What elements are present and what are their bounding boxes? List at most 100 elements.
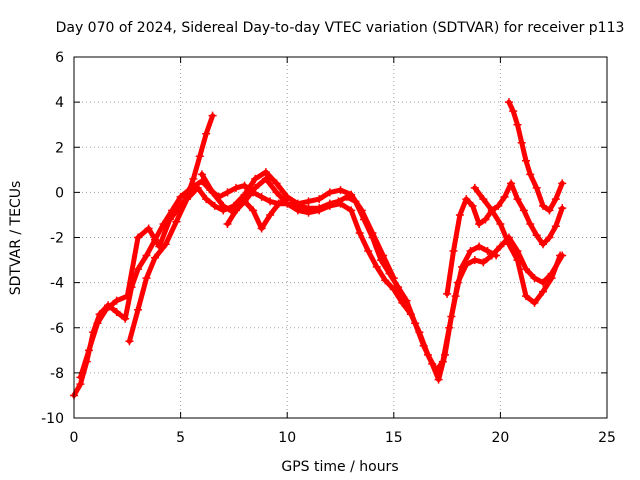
data-point: [526, 219, 535, 228]
data-point: [539, 278, 548, 287]
data-point: [325, 201, 334, 210]
data-point: [336, 199, 345, 208]
data-point: [455, 210, 464, 219]
sat-trace-c: [125, 168, 398, 346]
data-point: [451, 292, 460, 301]
data-point: [449, 247, 458, 256]
data-point: [443, 289, 452, 298]
data-point: [210, 201, 219, 210]
data-point: [315, 206, 324, 215]
data-point: [208, 188, 217, 197]
data-point: [479, 195, 488, 204]
data-point: [257, 224, 266, 233]
data-point: [304, 197, 313, 206]
data-point: [112, 296, 121, 305]
data-point: [251, 174, 260, 183]
data-point: [304, 208, 313, 217]
data-point: [481, 215, 490, 224]
data-point: [251, 183, 260, 192]
data-point: [84, 346, 93, 355]
y-tick-label: -10: [41, 411, 64, 427]
data-point: [470, 256, 479, 265]
sat-trace-f: [504, 98, 567, 215]
data-point: [470, 183, 479, 192]
data-point: [355, 228, 364, 237]
data-point: [539, 201, 548, 210]
y-axis-label: SDTVAR / TECUs: [8, 181, 24, 296]
sat-trace-g: [470, 183, 565, 307]
data-point: [551, 195, 560, 204]
data-point: [556, 251, 565, 260]
data-point: [195, 152, 204, 161]
data-point: [240, 197, 249, 206]
data-point: [125, 337, 134, 346]
x-tick-label: 10: [278, 430, 296, 446]
data-point: [379, 251, 388, 260]
y-tick-label: -6: [50, 321, 64, 337]
data-point: [466, 247, 475, 256]
ticks-layer: 0 5 10 15 20 25 -10 -8 -6 -4 -2 0 2 4 6: [41, 50, 616, 446]
data-point: [223, 188, 232, 197]
data-point: [507, 179, 516, 188]
data-point: [202, 195, 211, 204]
data-point: [526, 170, 535, 179]
data-point: [357, 206, 366, 215]
data-point: [532, 231, 541, 240]
data-point: [223, 219, 232, 228]
data-point: [551, 222, 560, 231]
data-point: [274, 199, 283, 208]
data-point: [504, 240, 513, 249]
data-point: [500, 192, 509, 201]
data-point: [475, 219, 484, 228]
data-point: [532, 183, 541, 192]
data-point: [347, 206, 356, 215]
x-tick-label: 15: [385, 430, 403, 446]
data-point: [402, 296, 411, 305]
data-point: [315, 195, 324, 204]
x-tick-label: 5: [176, 430, 185, 446]
data-point: [521, 156, 530, 165]
data-point: [530, 298, 539, 307]
data-point: [144, 224, 153, 233]
data-point: [496, 219, 505, 228]
chart-title: Day 070 of 2024, Sidereal Day-to-day VTE…: [56, 20, 625, 36]
y-tick-label: 0: [55, 185, 64, 201]
data-point: [394, 283, 403, 292]
data-point: [293, 206, 302, 215]
data-point: [513, 195, 522, 204]
data-point: [261, 174, 270, 183]
data-point: [325, 188, 334, 197]
sat-trace-h-line: [225, 196, 290, 231]
data-point: [445, 323, 454, 332]
data-point: [458, 262, 467, 271]
data-point: [197, 170, 206, 179]
data-point: [504, 98, 513, 107]
data-point: [389, 285, 398, 294]
data-point: [521, 265, 530, 274]
series-layer: [70, 98, 567, 400]
data-point: [133, 233, 142, 242]
data-point: [133, 265, 142, 274]
data-point: [232, 206, 241, 215]
x-tick-label: 25: [598, 430, 616, 446]
data-point: [249, 206, 258, 215]
data-point: [372, 262, 381, 271]
data-point: [545, 206, 554, 215]
data-point: [219, 201, 228, 210]
data-point: [76, 373, 85, 382]
data-point: [462, 195, 471, 204]
data-point: [530, 274, 539, 283]
data-point: [381, 276, 390, 285]
data-point: [232, 183, 241, 192]
data-point: [182, 195, 191, 204]
data-point: [347, 190, 356, 199]
data-point: [151, 253, 160, 262]
data-point: [521, 292, 530, 301]
data-point: [142, 274, 151, 283]
data-point: [364, 247, 373, 256]
data-point: [406, 310, 415, 319]
data-point: [93, 319, 102, 328]
x-tick-label: 20: [491, 430, 509, 446]
